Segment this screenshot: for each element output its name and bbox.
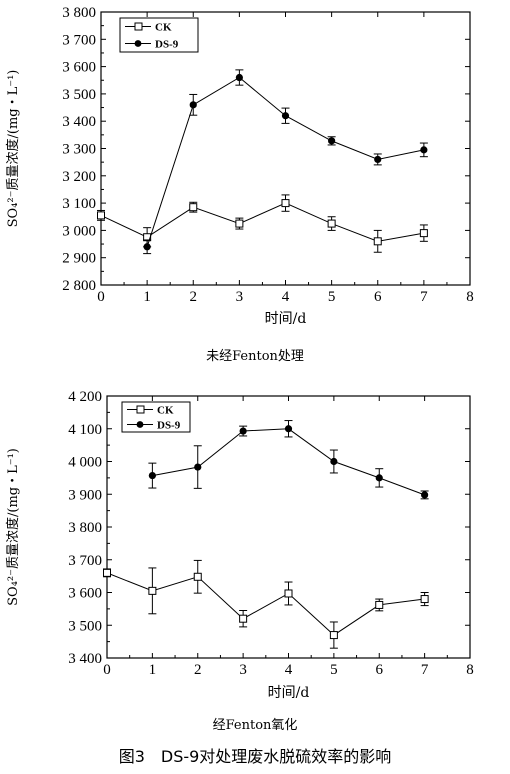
legend-marker — [134, 22, 143, 31]
legend: CK DS-9 — [119, 17, 199, 53]
x-tick-label: 2 — [190, 289, 198, 305]
x-tick-label: 4 — [285, 662, 293, 678]
y-tick-label: 3 500 — [68, 618, 102, 634]
x-tick-label: 2 — [194, 662, 202, 678]
x-tick-label: 7 — [421, 662, 429, 678]
legend-label: DS-9 — [155, 39, 179, 51]
data-point — [420, 146, 428, 154]
data-point — [143, 243, 151, 251]
legend-marker — [134, 40, 142, 47]
series-line — [152, 428, 425, 496]
x-tick-label: 8 — [466, 289, 474, 305]
y-tick-label: 3 600 — [62, 60, 96, 76]
data-point — [148, 471, 156, 480]
y-tick-label: 3 800 — [68, 520, 102, 536]
series-ck — [97, 194, 428, 253]
x-tick-label: 1 — [143, 289, 151, 305]
chart-panel-2: 3 400 3 500 3 600 3 700 3 800 3 900 4 000 4 100… — [5, 389, 474, 733]
data-point — [374, 155, 382, 164]
data-point — [421, 491, 429, 499]
chart-caption: 经Fenton氧化 — [213, 718, 298, 733]
y-tick-label: 3 200 — [62, 169, 96, 185]
y-tick-label: 4 000 — [68, 455, 102, 471]
data-point — [239, 614, 248, 623]
data-point — [420, 595, 429, 604]
y-tick-label: 2 800 — [62, 278, 96, 294]
y-tick-label: 3 100 — [62, 196, 96, 212]
chart-panel-1: 2 800 2 900 3 000 3 100 3 200 3 300 3 400 3 500… — [5, 5, 474, 364]
y-tick-label: 3 700 — [62, 32, 96, 48]
data-point — [148, 586, 157, 595]
y-tick-label: 3 400 — [68, 651, 102, 667]
x-tick-label: 8 — [466, 662, 474, 678]
y-axis-label: SO₄²⁻质量浓度/(mg・L⁻¹) — [5, 448, 21, 606]
data-point — [419, 229, 428, 238]
series-ck — [103, 559, 429, 649]
y-tick-label: 3 700 — [68, 553, 102, 569]
data-point — [239, 427, 247, 435]
data-point — [103, 568, 111, 577]
data-point — [375, 474, 383, 482]
x-tick-label: 3 — [239, 662, 247, 678]
x-tick-label: 4 — [282, 289, 290, 305]
data-point — [329, 631, 338, 640]
chart-caption: 未经Fenton处理 — [206, 349, 304, 364]
series-ds-9 — [143, 69, 428, 255]
x-tick-label: 3 — [236, 289, 244, 305]
y-axis-label: SO₄²⁻质量浓度/(mg・L⁻¹) — [5, 70, 21, 228]
y-tick-label: 3 000 — [62, 223, 96, 239]
data-point — [328, 137, 336, 145]
figure-title: 图3 DS-9对处理废水脱硫效率的影响 — [119, 747, 392, 766]
x-tick-label: 6 — [374, 289, 382, 305]
legend-label: CK — [157, 405, 174, 417]
y-tick-label: 3 600 — [68, 586, 102, 602]
x-axis-label: 时间/d — [265, 311, 307, 327]
data-point — [193, 572, 202, 581]
y-tick-label: 3 400 — [62, 114, 96, 130]
legend-marker — [136, 421, 144, 428]
y-tick-label: 2 900 — [62, 251, 96, 267]
x-tick-label: 0 — [103, 662, 111, 678]
data-point — [189, 101, 197, 109]
x-tick-label: 0 — [97, 289, 105, 305]
legend-box — [121, 401, 191, 433]
x-axis-label: 时间/d — [268, 685, 310, 701]
y-tick-label: 3 800 — [62, 5, 96, 21]
data-point — [281, 199, 290, 208]
data-point — [330, 457, 338, 466]
y-tick-label: 4 200 — [68, 389, 102, 405]
legend-label: CK — [155, 22, 172, 34]
y-tick-label: 3 900 — [68, 487, 102, 503]
legend-label: DS-9 — [157, 420, 181, 432]
data-point — [189, 203, 198, 212]
y-tick-label: 4 100 — [68, 422, 102, 438]
data-point — [327, 219, 336, 228]
series-line — [146, 76, 425, 247]
y-tick-label: 3 300 — [62, 142, 96, 158]
x-tick-label: 7 — [420, 289, 428, 305]
x-tick-label: 5 — [330, 662, 338, 678]
x-tick-label: 6 — [376, 662, 384, 678]
data-point — [284, 589, 293, 598]
data-point — [194, 463, 202, 471]
data-point — [281, 112, 290, 120]
legend: CK DS-9 — [121, 401, 191, 433]
series-ds-9 — [148, 420, 429, 500]
data-point — [284, 425, 293, 433]
data-point — [235, 219, 244, 228]
legend-box — [119, 17, 199, 53]
data-point — [235, 73, 243, 82]
series-line — [106, 572, 425, 636]
legend-marker — [136, 405, 145, 414]
series-line — [100, 202, 424, 242]
x-tick-label: 1 — [149, 662, 157, 678]
plot-frame — [100, 11, 471, 286]
x-tick-label: 5 — [328, 289, 336, 305]
data-point — [373, 237, 382, 246]
y-tick-label: 3 500 — [62, 87, 96, 103]
data-point — [97, 211, 105, 220]
data-point — [375, 600, 384, 609]
